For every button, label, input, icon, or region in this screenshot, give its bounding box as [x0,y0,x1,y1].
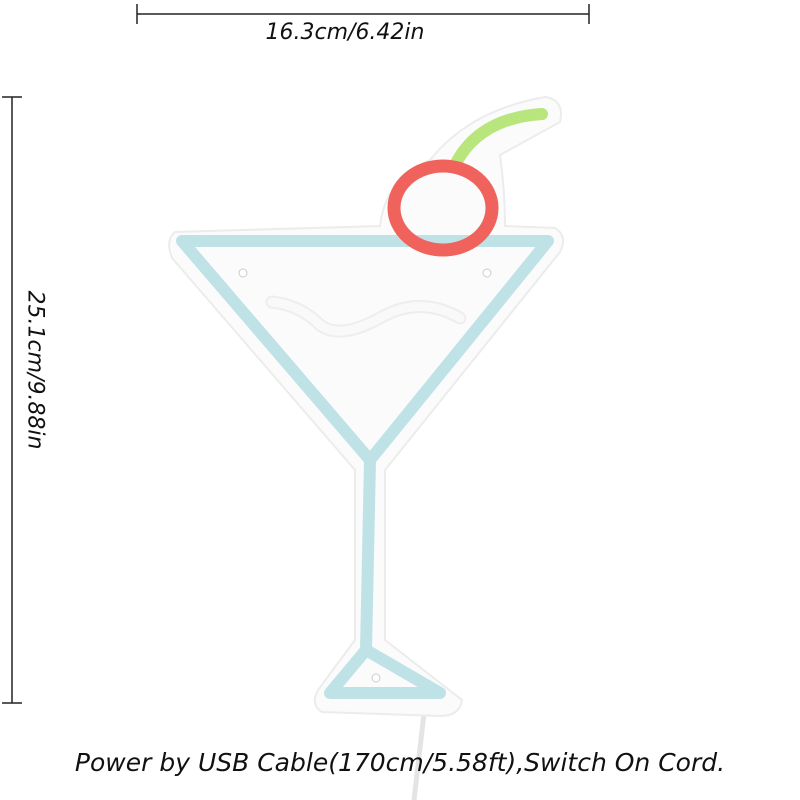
straw-neon [450,108,548,169]
caption: Power by USB Cable(170cm/5.58ft),Switch … [74,748,726,777]
mounting-hole [371,673,381,683]
cherry-neon [387,159,499,257]
liquid-wave-core [267,297,465,336]
glass-neon [176,235,554,699]
height-dimension-line [2,96,22,704]
width-label: 16.3cm/6.42in [265,20,425,45]
mounting-hole [238,268,248,278]
height-label: 25.1cm/9.88in [22,290,48,450]
width-dimension-line [136,4,590,24]
mounting-hole [482,268,492,278]
